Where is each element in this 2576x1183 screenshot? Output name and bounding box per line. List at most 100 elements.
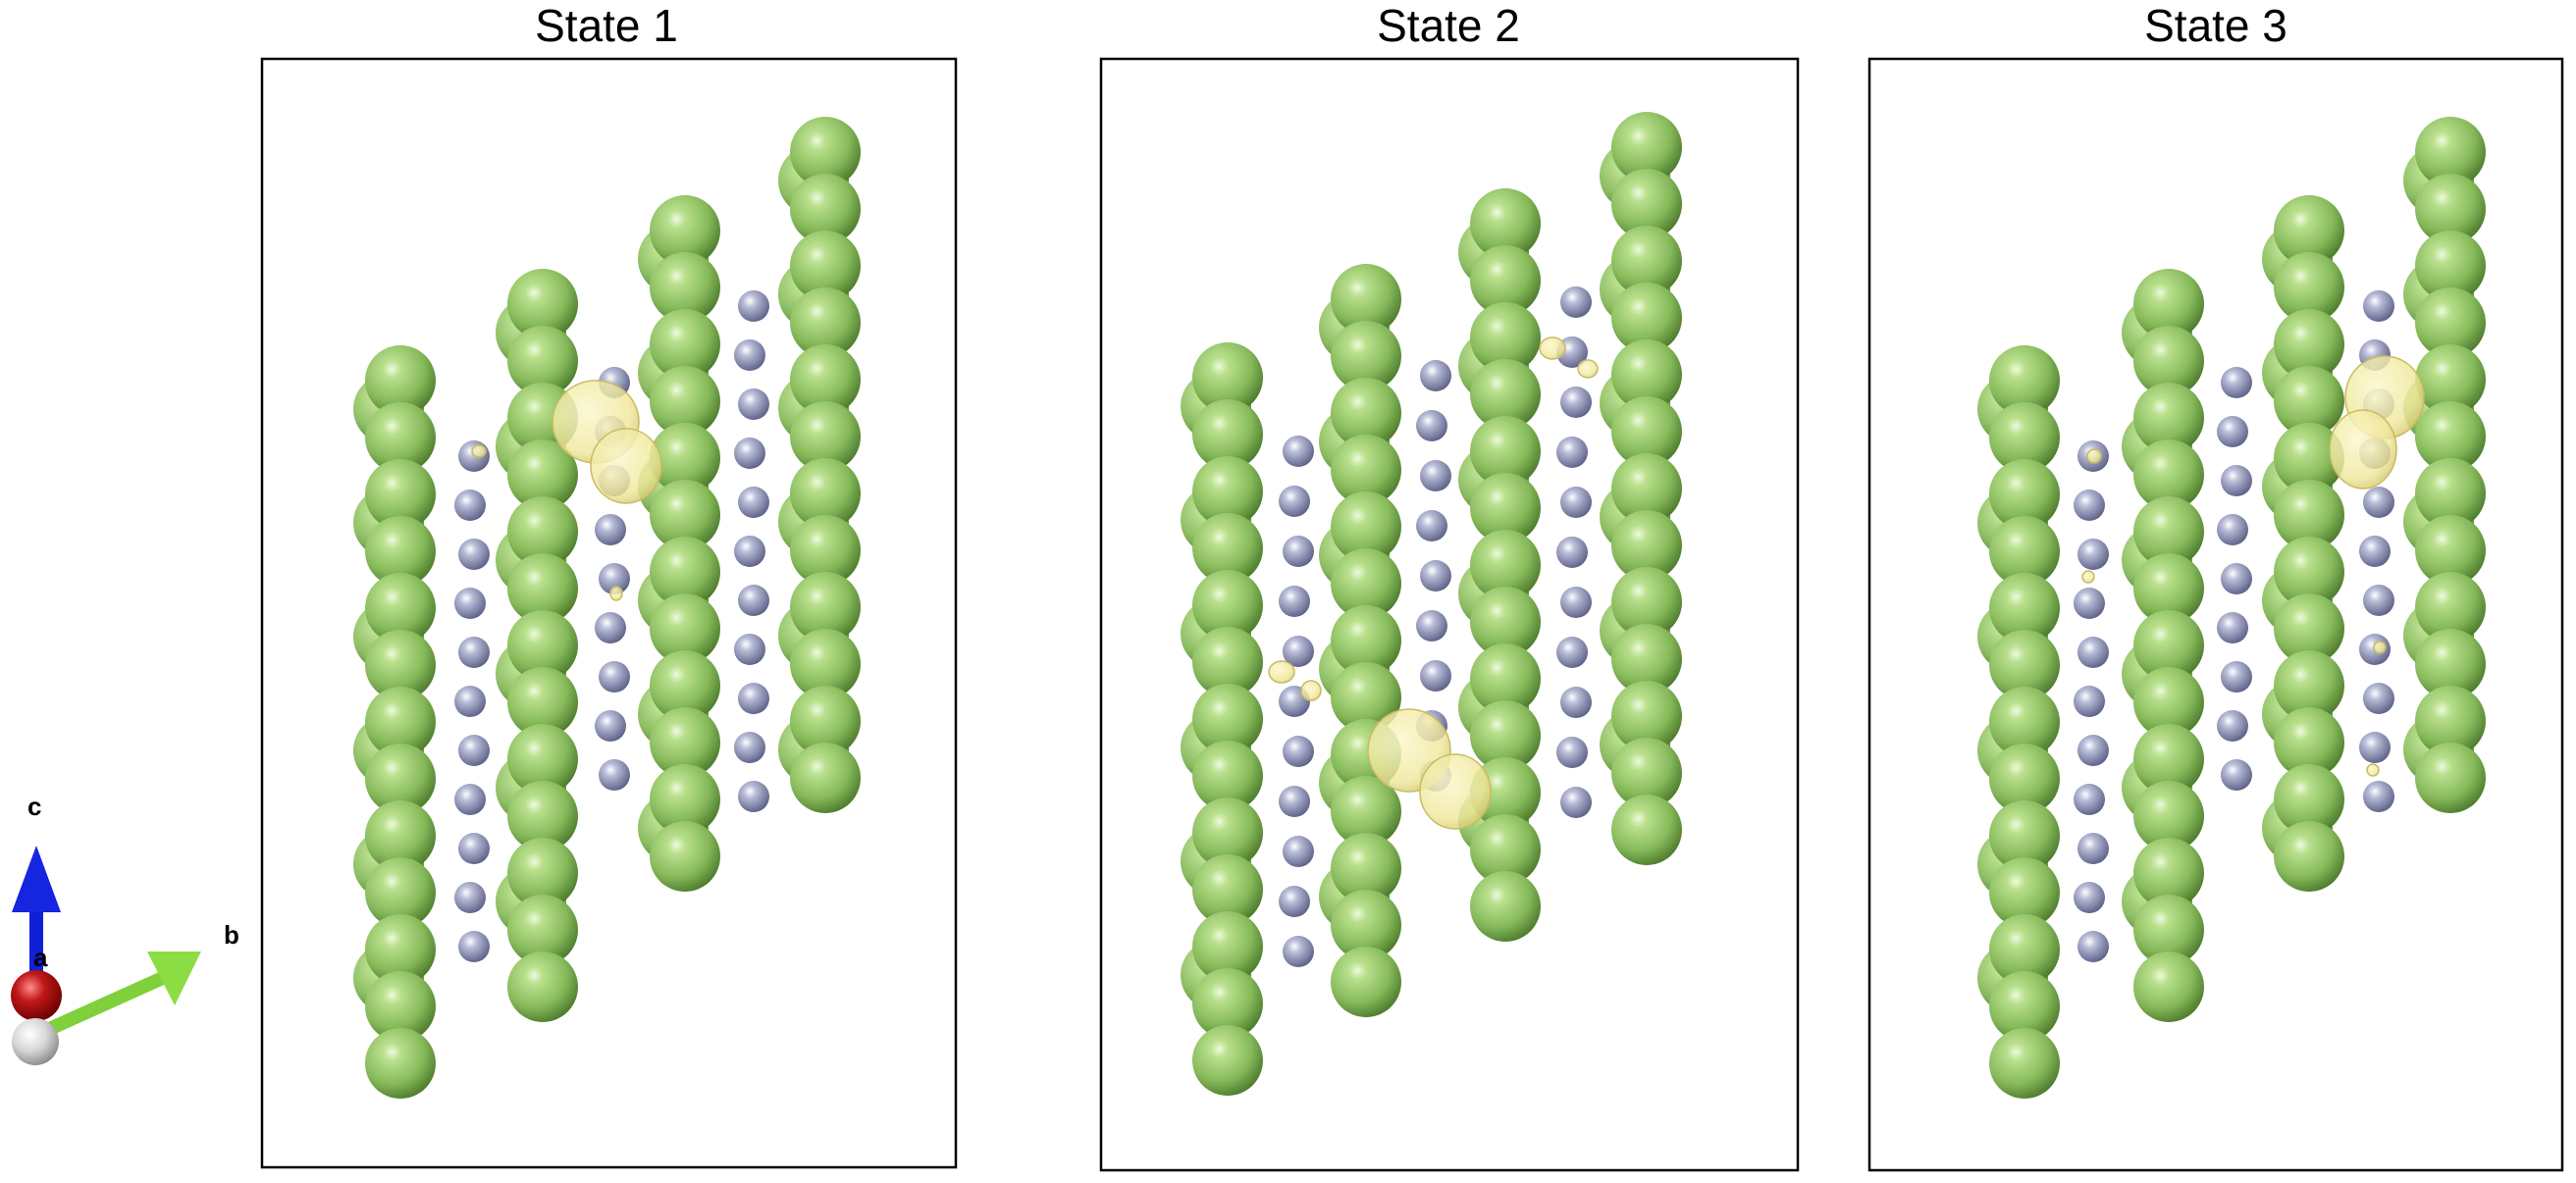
charge-isosurface [471, 444, 487, 458]
atom-large [2133, 781, 2204, 851]
atom-large [1331, 321, 1401, 391]
atom-large [2133, 439, 2204, 510]
atom-large [507, 667, 578, 738]
atom-small [2074, 882, 2105, 913]
atom-small [2217, 710, 2248, 742]
atom-small [738, 487, 769, 518]
atom-large [507, 952, 578, 1022]
atom-large [790, 231, 861, 301]
atom-large [650, 480, 720, 550]
atom-large [1611, 396, 1682, 467]
atom-large [2415, 174, 2486, 244]
atom-small [1283, 736, 1314, 767]
atom-large [1989, 630, 2060, 700]
atom-small [2221, 465, 2252, 496]
atom-small [1556, 737, 1588, 768]
atom-small [458, 539, 490, 570]
atom-large [1611, 283, 1682, 353]
atom-large [507, 610, 578, 681]
atom-small [2077, 539, 2109, 570]
atom-large [365, 914, 436, 985]
atom-large [1989, 345, 2060, 416]
atom-small [1556, 537, 1588, 568]
atom-large [2133, 269, 2204, 339]
atom-small [2363, 487, 2394, 518]
atom-large [2133, 895, 2204, 965]
atom-small [1560, 386, 1592, 418]
atom-large [1611, 169, 1682, 239]
atom-small [599, 563, 630, 594]
atom-large [1470, 530, 1541, 600]
atom-large [365, 402, 436, 473]
atom-large [2274, 764, 2344, 835]
charge-isosurface [1300, 680, 1322, 701]
atom-large [365, 459, 436, 530]
atom-large [507, 496, 578, 567]
atom-large [1192, 911, 1263, 982]
atom-large [1192, 513, 1263, 584]
atom-small [1420, 560, 1451, 592]
atom-large [2274, 366, 2344, 437]
structure-state-3 [1977, 117, 2486, 1099]
axes-indicator: c a b [11, 792, 239, 1065]
atom-small [1560, 687, 1592, 718]
atom-large [1331, 776, 1401, 847]
atom-small [2221, 563, 2252, 594]
atom-large [507, 326, 578, 396]
atom-large [2274, 195, 2344, 266]
atom-large [1611, 510, 1682, 581]
atom-large [1611, 681, 1682, 751]
atom-large [1192, 456, 1263, 527]
charge-isosurface [1268, 660, 1295, 684]
atom-large [790, 629, 861, 699]
atom-large [1989, 914, 2060, 985]
atom-large [507, 269, 578, 339]
atom-large [2274, 252, 2344, 323]
atom-large [2133, 383, 2204, 453]
atom-large [1331, 264, 1401, 334]
atom-small [1283, 936, 1314, 967]
atom-small [1556, 637, 1588, 668]
atom-large [1611, 112, 1682, 182]
atom-large [2415, 629, 2486, 699]
atom-large [365, 345, 436, 416]
atom-large [650, 650, 720, 721]
panel-frame-state-3 [1867, 57, 2564, 1172]
atom-small [2077, 833, 2109, 864]
atom-small [734, 732, 765, 763]
atom-small [2363, 781, 2394, 812]
atom-small [2363, 290, 2394, 322]
atom-large [507, 553, 578, 624]
atom-large [1989, 573, 2060, 643]
atom-large [1192, 399, 1263, 470]
atom-small [454, 882, 486, 913]
atom-large [2415, 743, 2486, 813]
atom-large [365, 800, 436, 871]
charge-isosurface [609, 586, 623, 601]
structure-state-1 [353, 117, 861, 1099]
atom-large [1331, 491, 1401, 562]
atom-large [2274, 593, 2344, 664]
atom-small [738, 388, 769, 420]
atom-large [507, 895, 578, 965]
atom-small [1556, 437, 1588, 468]
origin-ball [12, 1018, 59, 1065]
atom-large [507, 439, 578, 510]
atom-small [2217, 416, 2248, 447]
b-axis-arrow-head [147, 952, 201, 1005]
atom-large [1989, 971, 2060, 1042]
atom-large [365, 573, 436, 643]
atom-large [790, 117, 861, 187]
atom-large [1331, 947, 1401, 1017]
atom-large [2415, 117, 2486, 187]
atom-large [2415, 231, 2486, 301]
atom-large [1470, 871, 1541, 942]
atom-large [2415, 287, 2486, 358]
atom-large [790, 401, 861, 472]
atom-small [1560, 487, 1592, 518]
atom-small [454, 686, 486, 717]
atom-small [1420, 460, 1451, 491]
atom-large [2274, 821, 2344, 892]
structure-state-2 [1181, 112, 1682, 1096]
atom-small [734, 339, 765, 371]
